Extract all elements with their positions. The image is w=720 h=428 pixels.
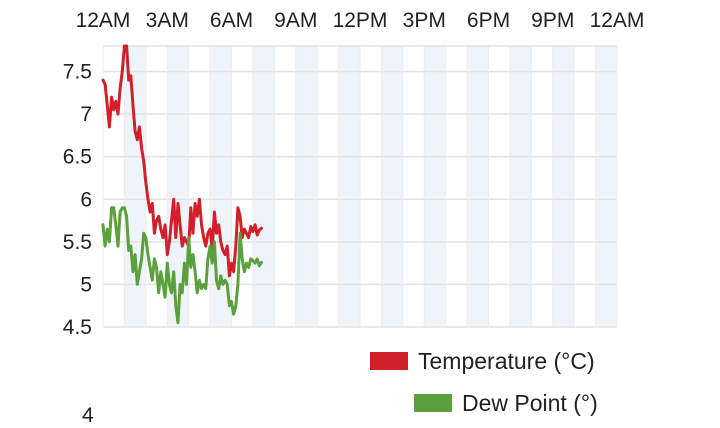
x-tick-label: 12PM: [333, 9, 388, 32]
dewpoint-series-line: [101, 206, 263, 325]
y-tick-label: 7: [80, 103, 92, 126]
x-tick-label: 3AM: [146, 9, 189, 32]
hour-band: [252, 46, 275, 327]
legend-label-dewpoint: Dew Point (°): [462, 389, 598, 416]
legend-item-temperature: Temperature (°C): [370, 340, 598, 382]
legend-swatch-dewpoint: [414, 394, 452, 412]
legend-item-dewpoint: Dew Point (°): [414, 382, 598, 424]
hour-band: [338, 46, 360, 327]
x-tick-label: 6AM: [210, 9, 253, 32]
hour-band: [295, 46, 318, 327]
chart-legend: Temperature (°C) Dew Point (°): [370, 340, 598, 424]
y-tick-label: 6: [80, 188, 92, 211]
hour-band: [595, 46, 617, 327]
y-tick-label: 7.5: [63, 61, 92, 84]
x-tick-label: 6PM: [467, 9, 510, 32]
y-tick-label: 4.5: [63, 316, 92, 339]
hour-band: [424, 46, 446, 327]
hour-band: [381, 46, 403, 327]
x-tick-label: 3PM: [403, 9, 446, 32]
y-tick-label: 5.5: [63, 231, 92, 254]
x-tick-label: 9PM: [531, 9, 574, 32]
x-tick-label: 12AM: [590, 9, 645, 32]
weather-chart: 12AM 3AM 6AM 9AM 12PM 3PM 6PM 9PM 12AM 4.5 5 5.5 6 6.…: [63, 9, 645, 339]
temperature-series-line: [101, 44, 263, 278]
hour-band: [552, 46, 575, 327]
hour-band: [467, 46, 489, 327]
legend-swatch-temperature: [370, 352, 408, 370]
x-tick-label: 9AM: [274, 9, 317, 32]
x-tick-label: 12AM: [76, 9, 131, 32]
cut-off-label: 4: [82, 404, 94, 427]
hour-band: [509, 46, 532, 327]
y-tick-label: 5: [80, 273, 92, 296]
hour-band: [167, 46, 189, 327]
y-tick-label: 6.5: [63, 146, 92, 169]
legend-label-temperature: Temperature (°C): [418, 347, 595, 374]
